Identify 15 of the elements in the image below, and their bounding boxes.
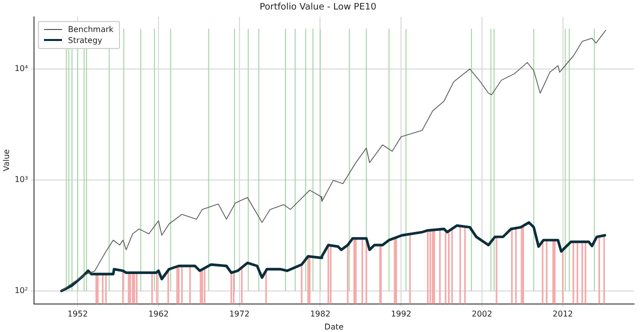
y-tick-label: 10⁴ <box>14 64 28 74</box>
x-axis-title: Date <box>324 322 344 332</box>
y-tick-label: 10³ <box>14 175 28 184</box>
y-tick-label: 10² <box>14 286 28 296</box>
x-tick-label: 1992 <box>390 310 412 319</box>
legend-label: Strategy <box>68 34 102 46</box>
legend-label: Benchmark <box>68 24 114 35</box>
y-axis-title: Value <box>2 149 11 172</box>
x-tick-label: 1962 <box>148 310 169 319</box>
chart-title: Portfolio Value - Low PE10 <box>260 2 377 13</box>
x-tick-label: 2002 <box>472 310 492 319</box>
x-tick-label: 2012 <box>552 310 574 319</box>
x-tick-label: 1952 <box>67 310 88 319</box>
x-tick-label: 1972 <box>229 310 250 319</box>
x-tick-label: 1982 <box>310 310 330 319</box>
